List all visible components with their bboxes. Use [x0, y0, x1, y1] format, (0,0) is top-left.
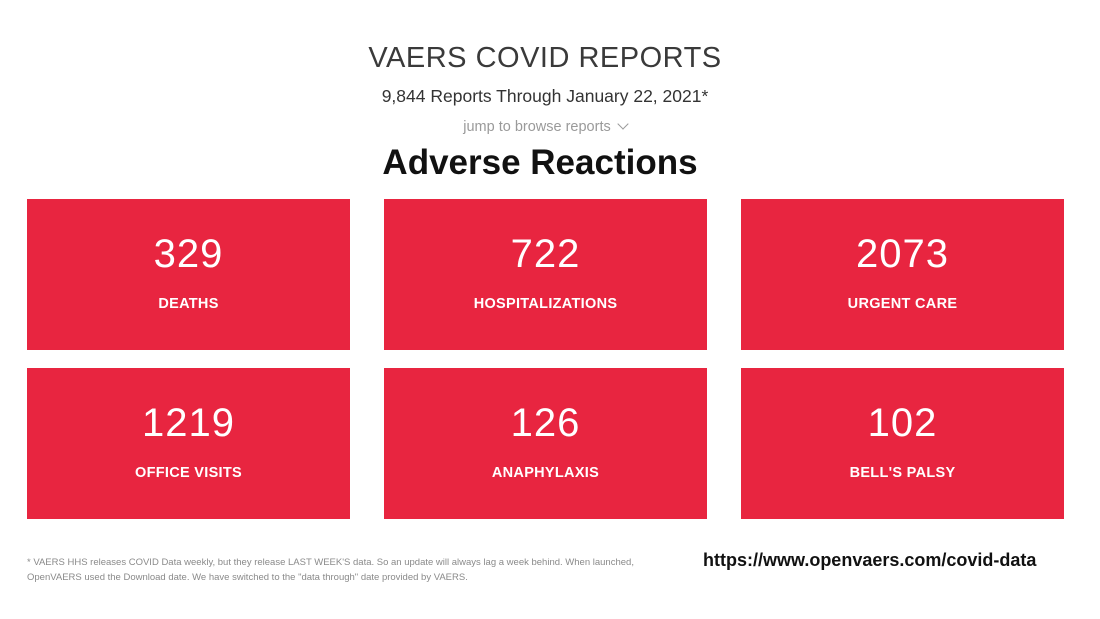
stat-value: 2073	[856, 232, 949, 276]
footnote: * VAERS HHS releases COVID Data weekly, …	[27, 557, 634, 583]
stat-label: ANAPHYLAXIS	[491, 465, 600, 481]
jump-to-reports-link[interactable]: jump to browse reports	[0, 118, 1090, 135]
stat-card-deaths: 329 DEATHS	[27, 199, 350, 350]
stat-label: DEATHS	[158, 296, 219, 312]
stat-value: 722	[510, 232, 581, 276]
stat-value: 102	[867, 401, 938, 445]
stat-label: URGENT CARE	[847, 296, 958, 312]
stat-label: BELL'S PALSY	[849, 465, 956, 481]
stat-value: 1219	[142, 401, 235, 445]
report-count-subtitle: 9,844 Reports Through January 22, 2021*	[381, 86, 709, 106]
stat-card-hospitalizations: 722 HOSPITALIZATIONS	[384, 199, 707, 350]
stat-card-bells-palsy: 102 BELL'S PALSY	[741, 368, 1064, 519]
stat-card-urgent-care: 2073 URGENT CARE	[741, 199, 1064, 350]
stat-value: 329	[153, 232, 224, 276]
page-title: VAERS COVID REPORTS	[368, 42, 722, 74]
stat-value: 126	[510, 401, 581, 445]
stat-label: OFFICE VISITS	[134, 465, 243, 481]
jump-link-label: jump to browse reports	[463, 119, 611, 135]
chevron-down-icon	[617, 118, 629, 130]
stat-card-office-visits: 1219 OFFICE VISITS	[27, 368, 350, 519]
stat-label: HOSPITALIZATIONS	[473, 296, 618, 312]
section-heading: Adverse Reactions	[382, 143, 698, 182]
source-url-link[interactable]: https://www.openvaers.com/covid-data	[703, 550, 1037, 570]
stat-card-anaphylaxis: 126 ANAPHYLAXIS	[384, 368, 707, 519]
